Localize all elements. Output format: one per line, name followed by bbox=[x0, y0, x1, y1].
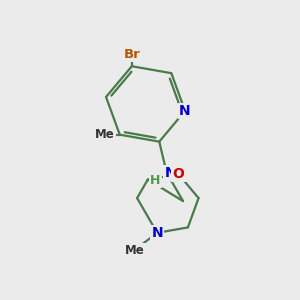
Text: Me: Me bbox=[125, 244, 145, 257]
Text: N: N bbox=[164, 166, 176, 180]
Text: N: N bbox=[179, 104, 191, 118]
Text: O: O bbox=[172, 167, 184, 181]
Text: Br: Br bbox=[123, 48, 140, 62]
Text: N: N bbox=[151, 226, 163, 240]
Text: Me: Me bbox=[95, 128, 115, 141]
Text: H: H bbox=[150, 174, 161, 187]
